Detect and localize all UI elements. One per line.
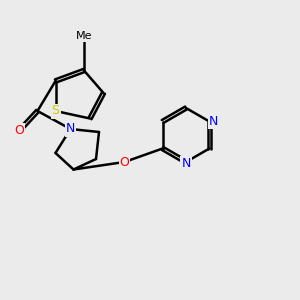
Text: O: O: [15, 124, 24, 137]
Text: N: N: [66, 122, 75, 136]
Text: S: S: [52, 104, 59, 118]
Text: N: N: [209, 115, 219, 128]
Text: N: N: [181, 157, 191, 170]
Text: Me: Me: [76, 31, 92, 41]
Text: O: O: [120, 155, 129, 169]
